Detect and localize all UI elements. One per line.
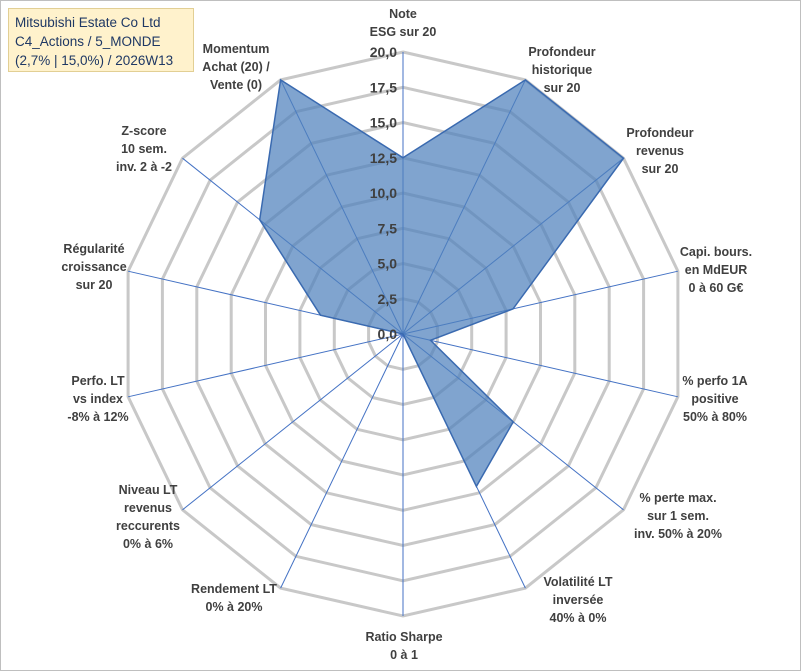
axis-label: Volatilité LT inversée 40% à 0% — [544, 575, 613, 625]
axis-spoke — [402, 333, 679, 398]
tick-label: 15,0 — [370, 115, 397, 131]
axis-spoke — [127, 333, 404, 398]
tick-label: 12,5 — [370, 150, 397, 166]
tick-label: 0,0 — [378, 326, 398, 342]
axis-label: Rendement LT 0% à 20% — [191, 582, 277, 614]
radar-series — [258, 78, 625, 489]
tick-label: 5,0 — [378, 256, 398, 272]
axis-label: Capi. bours. en MdEUR 0 à 60 G€ — [680, 245, 752, 295]
axis-spoke — [280, 333, 404, 589]
title-stats: (2,7% | 15,0%) / 2026W13 — [15, 53, 174, 68]
axis-label: Momentum Achat (20) / Vente (0) — [202, 42, 270, 92]
axis-label: Profondeur revenus sur 20 — [626, 126, 693, 176]
axis-label: Ratio Sharpe 0 à 1 — [365, 630, 442, 662]
title-portfolio: C4_Actions / 5_MONDE — [15, 34, 161, 49]
tick-label: 7,5 — [378, 220, 398, 236]
axis-labels: Note ESG sur 20 Profondeur historique sur 20… — [61, 7, 752, 662]
tick-label: 10,0 — [370, 185, 397, 201]
series-area — [258, 78, 625, 489]
axis-label: Régularité croissance sur 20 — [61, 242, 126, 292]
axis-label: Perfo. LT vs index -8% à 12% — [67, 374, 128, 424]
axis-label: % perfo 1A positive 50% à 80% — [682, 374, 747, 424]
tick-label: 20,0 — [370, 44, 397, 60]
axis-spoke — [182, 333, 404, 511]
axis-label: Niveau LT revenus reccurents 0% à 6% — [116, 483, 180, 551]
axis-label: Profondeur historique sur 20 — [528, 45, 595, 95]
tick-label: 17,5 — [370, 79, 397, 95]
radial-tick-labels: 0,0 2,5 5,0 7,5 10,0 12,5 15,0 17,5 20,0 — [370, 44, 397, 342]
axis-label: Z-score 10 sem. inv. 2 à -2 — [116, 124, 172, 174]
axis-label: Note ESG sur 20 — [370, 7, 437, 39]
title-company: Mitsubishi Estate Co Ltd — [15, 15, 161, 30]
chart-title-box: Mitsubishi Estate Co Ltd C4_Actions / 5_… — [8, 8, 194, 72]
axis-label: % perte max. sur 1 sem. inv. 50% à 20% — [634, 491, 722, 541]
tick-label: 2,5 — [378, 291, 398, 307]
